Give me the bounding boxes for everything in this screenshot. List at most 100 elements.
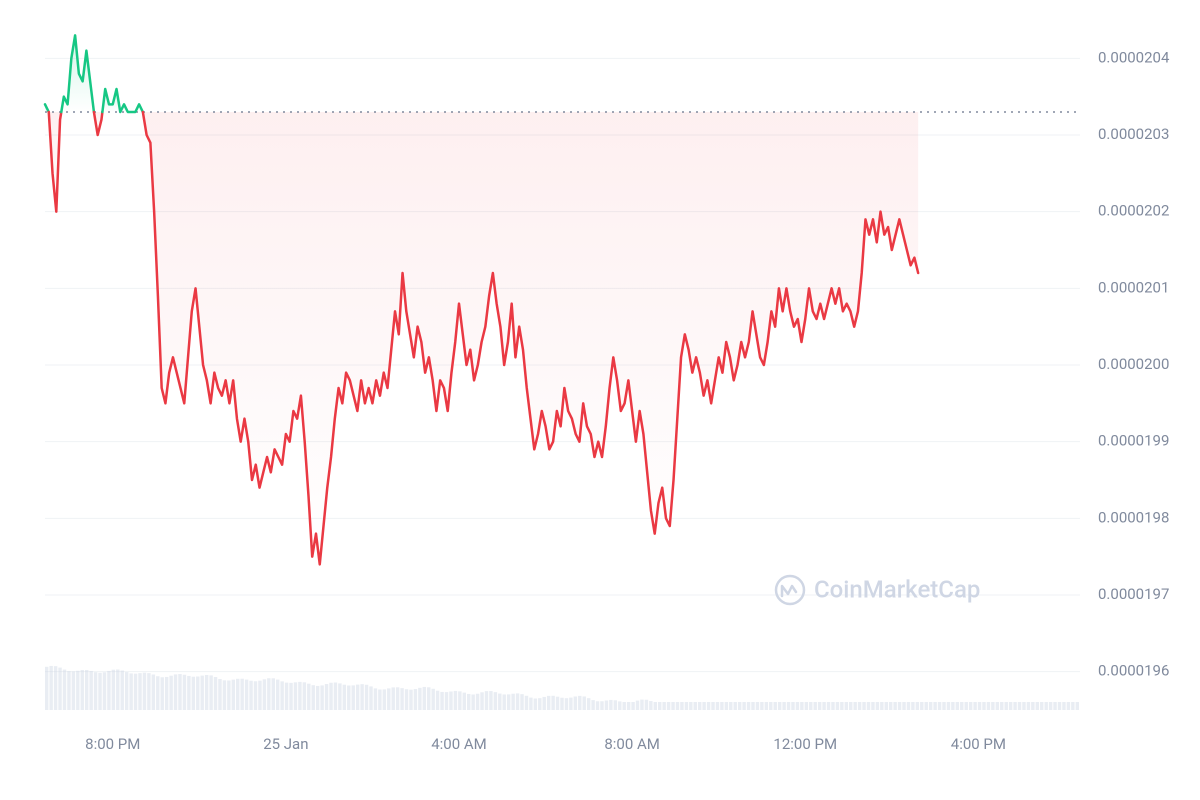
y-axis-label: 0.0000197 — [1098, 585, 1169, 603]
volume-bar — [352, 685, 355, 710]
volume-bar — [103, 672, 106, 710]
volume-bar — [200, 676, 203, 710]
volume-bar — [440, 692, 443, 710]
volume-bar — [956, 702, 959, 710]
volume-bar — [121, 671, 124, 710]
volume-bar — [58, 668, 61, 710]
volume-bar — [347, 686, 350, 710]
volume-bar — [280, 681, 283, 710]
volume-bar — [1049, 702, 1052, 710]
volume-bar — [369, 686, 372, 710]
volume-bar — [551, 696, 554, 710]
volume-bar — [876, 702, 879, 710]
volume-bar — [547, 696, 550, 710]
volume-bar — [374, 688, 377, 710]
volume-bar — [889, 702, 892, 710]
volume-bar — [63, 670, 66, 710]
volume-bar — [169, 676, 172, 710]
x-axis-label: 4:00 AM — [431, 735, 487, 753]
volume-bar — [907, 702, 910, 710]
volume-bar — [680, 702, 683, 710]
volume-bar — [578, 696, 581, 710]
volume-bar — [494, 692, 497, 710]
volume-bar — [845, 702, 848, 710]
volume-bar — [658, 702, 661, 710]
volume-bar — [320, 685, 323, 710]
volume-bar — [667, 702, 670, 710]
volume-bar — [254, 681, 257, 710]
volume-bar — [89, 671, 92, 710]
volume-bar — [205, 675, 208, 710]
y-axis-label: 0.0000199 — [1098, 432, 1169, 450]
volume-bar — [902, 702, 905, 710]
volume-bar — [627, 702, 630, 710]
volume-bar — [396, 687, 399, 710]
y-axis-label: 0.0000198 — [1098, 508, 1169, 526]
volume-bar — [853, 702, 856, 710]
volume-bar — [685, 702, 688, 710]
volume-bar — [645, 700, 648, 710]
volume-bar — [471, 694, 474, 710]
volume-bar — [236, 679, 239, 710]
volume-bar — [636, 701, 639, 710]
volume-bar — [1031, 702, 1034, 710]
volume-bar — [618, 701, 621, 710]
volume-bar — [742, 702, 745, 710]
volume-bar — [125, 672, 128, 710]
volume-bar — [698, 702, 701, 710]
volume-bar — [418, 688, 421, 710]
volume-bar — [112, 670, 115, 710]
x-axis-label: 8:00 AM — [604, 735, 660, 753]
volume-bar — [729, 702, 732, 710]
volume-bar — [334, 682, 337, 710]
volume-bar — [662, 702, 665, 710]
volume-bar — [152, 675, 155, 710]
volume-bar — [587, 698, 590, 710]
volume-bar — [116, 669, 119, 710]
volume-bar — [689, 702, 692, 710]
volume-bar — [609, 700, 612, 710]
volume-bar — [596, 701, 599, 710]
volume-bar — [232, 680, 235, 710]
volume-bar — [143, 673, 146, 710]
volume-bar — [485, 691, 488, 710]
volume-bar — [556, 697, 559, 710]
volume-bar — [996, 702, 999, 710]
volume-bar — [947, 702, 950, 710]
volume-bar — [156, 676, 159, 710]
x-axis-label: 8:00 PM — [85, 735, 140, 753]
volume-bar — [867, 702, 870, 710]
volume-bar — [702, 702, 705, 710]
volume-bar — [738, 702, 741, 710]
volume-bar — [214, 677, 217, 710]
volume-bar — [67, 671, 70, 710]
volume-bar — [614, 700, 617, 710]
volume-bar — [716, 702, 719, 710]
volume-bar — [978, 702, 981, 710]
volume-bar — [694, 702, 697, 710]
volume-bar — [1058, 702, 1061, 710]
volume-bar — [54, 666, 57, 710]
volume-bar — [436, 691, 439, 710]
volume-bar — [240, 679, 243, 710]
volume-bar — [987, 702, 990, 710]
volume-bar — [813, 702, 816, 710]
volume-bar — [982, 702, 985, 710]
volume-bar — [387, 688, 390, 710]
volume-bar — [1062, 702, 1065, 710]
volume-bar — [534, 699, 537, 710]
volume-bar — [81, 670, 84, 710]
volume-bar — [942, 702, 945, 710]
volume-bar — [480, 692, 483, 710]
volume-bar — [147, 673, 150, 710]
volume-bar — [476, 694, 479, 710]
volume-bar — [520, 694, 523, 710]
volume-bar — [840, 702, 843, 710]
y-axis-label: 0.0000203 — [1098, 125, 1169, 143]
volume-bar — [818, 702, 821, 710]
volume-bar — [107, 671, 110, 710]
volume-bar — [209, 675, 212, 710]
volume-bar — [725, 702, 728, 710]
volume-bar — [467, 694, 470, 710]
volume-bar — [307, 684, 310, 710]
